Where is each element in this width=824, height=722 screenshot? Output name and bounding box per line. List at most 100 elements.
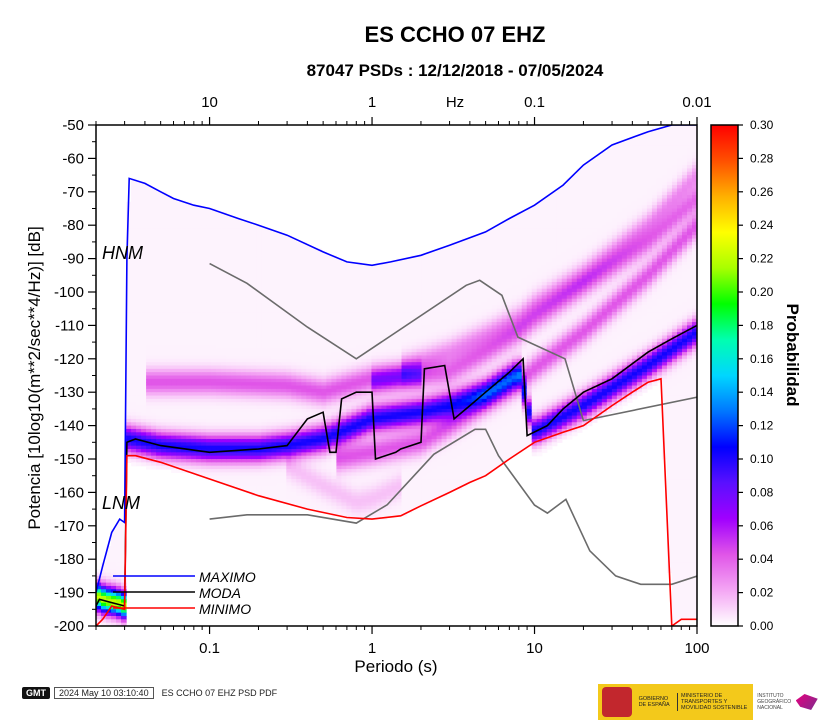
heat-cell <box>166 335 172 340</box>
heat-cell <box>141 345 147 350</box>
heat-cell <box>291 422 297 427</box>
heat-cell <box>296 435 302 440</box>
heat-cell <box>176 248 182 253</box>
heat-cell <box>231 251 237 256</box>
heat-cell <box>331 438 337 443</box>
heat-cell <box>426 251 433 256</box>
heat-cell <box>176 275 182 280</box>
heat-cell <box>276 378 282 383</box>
heat-cell <box>191 455 197 460</box>
heat-cell <box>106 572 112 577</box>
heat-cell <box>221 348 227 353</box>
heat-cell <box>266 261 272 266</box>
heat-cell <box>111 622 117 626</box>
heat-cell <box>426 442 433 447</box>
heat-cell <box>341 268 348 273</box>
heat-cell <box>316 459 322 463</box>
heat-cell <box>301 315 307 320</box>
heat-cell <box>221 455 227 460</box>
heat-cell <box>381 479 388 483</box>
heat-cell <box>121 562 127 567</box>
heat-cell <box>186 308 192 313</box>
heat-cell <box>316 455 322 460</box>
heat-cell <box>361 298 368 303</box>
heat-cell <box>296 452 302 457</box>
heat-cell <box>381 445 388 450</box>
heat-cell <box>426 475 433 480</box>
heat-cell <box>401 322 408 326</box>
heat-cell <box>321 375 327 380</box>
heat-cell <box>416 302 423 306</box>
heat-cell <box>231 375 237 380</box>
heat-cell <box>391 305 398 310</box>
heat-cell <box>126 445 132 450</box>
heat-cell <box>246 255 252 260</box>
heat-cell <box>401 355 408 360</box>
heat-cell <box>161 355 167 360</box>
heat-cell <box>246 425 252 430</box>
heat-cell <box>326 372 332 377</box>
heat-cell <box>101 612 107 617</box>
heat-cell <box>176 261 182 266</box>
heat-cell <box>156 271 162 276</box>
heat-cell <box>301 405 307 410</box>
heat-cell <box>306 465 312 470</box>
heat-cell <box>191 405 197 410</box>
heat-cell <box>216 392 222 397</box>
heat-cell <box>266 479 272 483</box>
heat-cell <box>271 425 277 430</box>
heat-cell <box>166 255 172 260</box>
heat-cell <box>406 308 413 313</box>
heat-cell <box>151 355 157 360</box>
heat-cell <box>276 322 282 326</box>
heat-cell <box>366 268 373 273</box>
heat-cell <box>296 475 302 480</box>
heat-cell <box>166 452 172 457</box>
heat-cell <box>266 382 272 387</box>
heat-cell <box>261 489 267 493</box>
heat-cell <box>221 238 227 243</box>
heat-cell <box>381 385 388 390</box>
heat-cell <box>191 442 197 447</box>
heat-cell <box>341 418 348 423</box>
heat-cell <box>266 292 272 296</box>
heat-cell <box>311 465 317 470</box>
heat-cell <box>121 555 127 560</box>
heat-cell <box>236 265 242 270</box>
heat-cell <box>191 322 197 326</box>
heat-cell <box>196 251 202 256</box>
heat-cell <box>371 322 378 326</box>
heat-cell <box>296 459 302 463</box>
heat-cell <box>266 335 272 340</box>
heat-cell <box>226 258 232 263</box>
heat-cell <box>231 358 237 363</box>
heat-cell <box>351 455 358 460</box>
heat-cell <box>236 261 242 266</box>
heat-cell <box>266 392 272 397</box>
heat-cell <box>226 292 232 296</box>
heat-cell <box>336 358 343 363</box>
heat-cell <box>361 385 368 390</box>
heat-cell <box>251 408 257 413</box>
heat-cell <box>361 425 368 430</box>
heat-cell <box>281 445 287 450</box>
heat-cell <box>406 265 413 270</box>
heat-cell <box>261 245 267 250</box>
heat-cell <box>271 342 277 347</box>
heat-cell <box>376 368 383 373</box>
heat-cell <box>136 251 142 256</box>
heat-cell <box>161 305 167 310</box>
heat-cell <box>341 398 348 403</box>
heat-cell <box>106 562 112 567</box>
heat-cell <box>341 378 348 383</box>
heat-cell <box>206 472 212 477</box>
heat-cell <box>161 241 167 246</box>
heat-cell <box>291 382 297 387</box>
heat-cell <box>181 235 187 240</box>
heat-cell <box>111 615 117 620</box>
heat-cell <box>321 475 327 480</box>
heat-cell <box>376 375 383 380</box>
heat-cell <box>261 288 267 293</box>
heat-cell <box>96 612 102 617</box>
heat-cell <box>206 305 212 310</box>
